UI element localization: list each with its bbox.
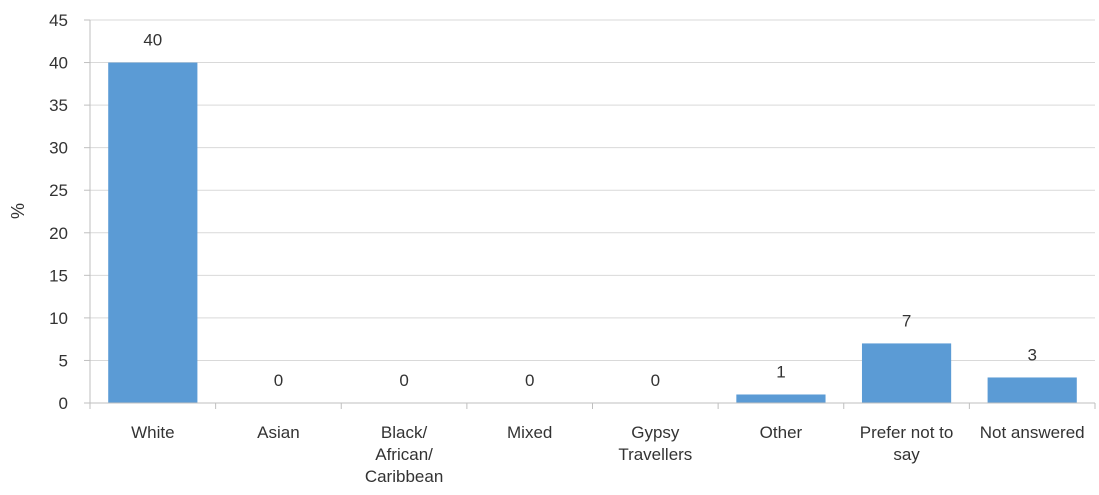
- y-tick-label: 0: [59, 394, 68, 413]
- y-tick-label: 15: [49, 266, 68, 285]
- x-axis: [89, 20, 1096, 409]
- data-label: 0: [399, 371, 408, 390]
- gridlines: [90, 19, 1095, 361]
- category-label: Black/African/Caribbean: [365, 423, 443, 486]
- category-label: Not answered: [980, 423, 1085, 442]
- bar: [108, 62, 198, 404]
- data-label: 0: [525, 371, 534, 390]
- y-tick-label: 10: [49, 309, 68, 328]
- data-label: 40: [143, 31, 162, 50]
- bar: [861, 343, 952, 403]
- data-label: 7: [902, 311, 911, 330]
- data-label: 3: [1027, 345, 1036, 364]
- data-label: 0: [651, 371, 660, 390]
- bars: [108, 62, 1077, 404]
- y-tick-label: 5: [59, 351, 68, 370]
- y-axis-title: %: [8, 203, 28, 219]
- y-tick-label: 35: [49, 96, 68, 115]
- category-label: Gypsy Travellers: [618, 423, 692, 464]
- bar: [736, 394, 826, 403]
- category-label: Prefer not to say: [860, 423, 954, 464]
- y-tick-label: 25: [49, 181, 68, 200]
- y-axis-ticks: 0 5 10 15 20 25 30 35 40 45: [49, 11, 90, 413]
- y-tick-label: 30: [49, 139, 68, 158]
- bar: [987, 377, 1077, 403]
- category-label: Other: [760, 423, 803, 442]
- category-label: White: [131, 423, 174, 442]
- category-label: Asian: [257, 423, 300, 442]
- data-labels: 40 0 0 0 0 1 7 3: [143, 31, 1037, 390]
- y-tick-label: 45: [49, 11, 68, 30]
- y-tick-label: 20: [49, 224, 68, 243]
- category-labels: White Asian Black/African/Caribbean Mixed Gy…: [131, 423, 1085, 486]
- data-label: 0: [274, 371, 283, 390]
- data-label: 1: [776, 362, 785, 381]
- y-tick-label: 40: [49, 54, 68, 73]
- category-label: Mixed: [507, 423, 552, 442]
